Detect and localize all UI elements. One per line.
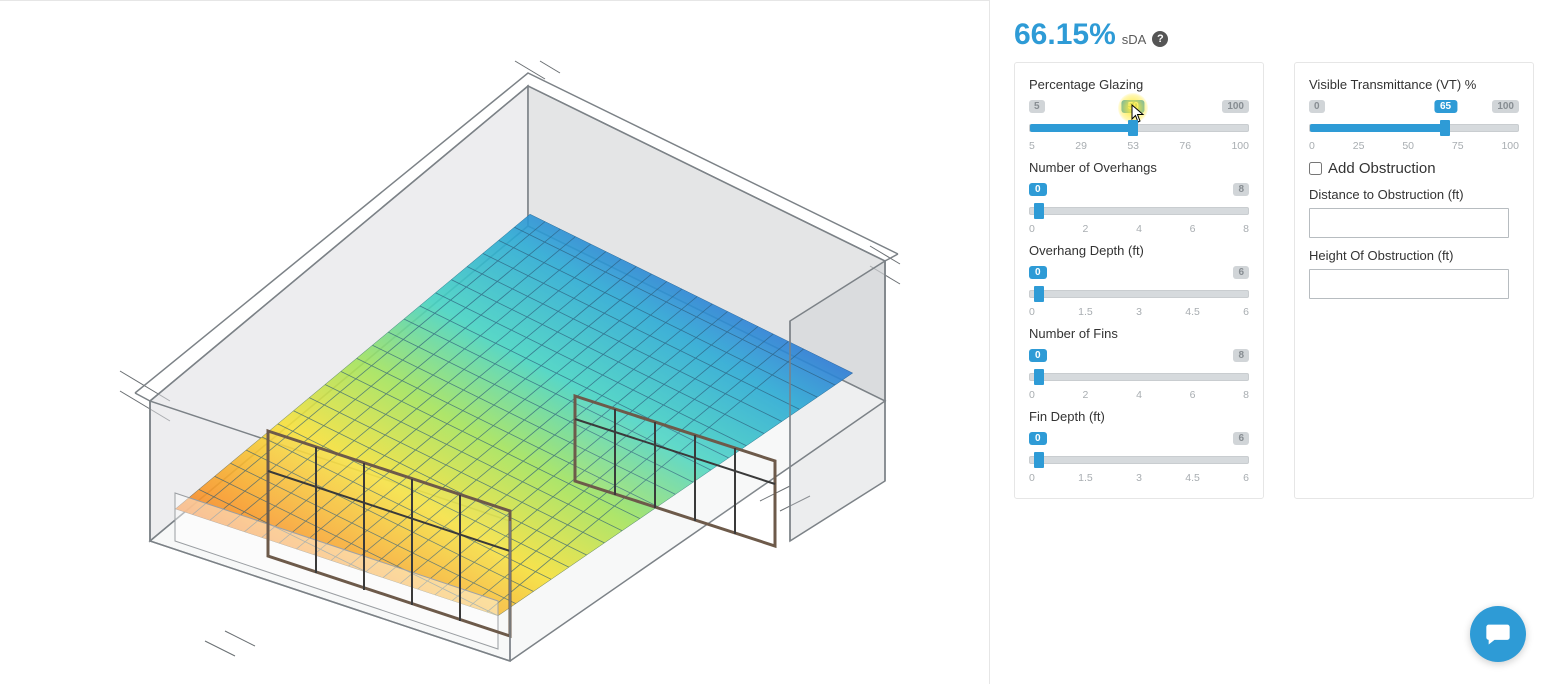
control-overhangs: Number of Overhangs 0 8 0 2 4 (1029, 160, 1249, 235)
fins-ticks: 0 2 4 6 8 (1029, 389, 1249, 401)
fins-value-bubble: 0 (1029, 349, 1047, 362)
glazing-label: Percentage Glazing (1029, 77, 1249, 92)
glazing-track[interactable] (1029, 124, 1249, 132)
fin-depth-slider[interactable]: 0 6 0 1.5 3 4.5 6 (1029, 432, 1249, 484)
model-viewport[interactable] (0, 0, 990, 684)
vt-slider[interactable]: 0 65 100 0 25 50 75 (1309, 100, 1519, 152)
fin-depth-track[interactable] (1029, 456, 1249, 464)
overhang-depth-slider[interactable]: 0 6 0 1.5 3 4.5 6 (1029, 266, 1249, 318)
fins-track[interactable] (1029, 373, 1249, 381)
overhangs-thumb[interactable] (1034, 203, 1044, 219)
overhang-depth-label: Overhang Depth (ft) (1029, 243, 1249, 258)
overhang-depth-ticks: 0 1.5 3 4.5 6 (1029, 306, 1249, 318)
glazing-min: 5 (1029, 100, 1045, 113)
height-input[interactable] (1309, 269, 1509, 299)
vt-value-bubble: 65 (1434, 100, 1457, 113)
distance-input[interactable] (1309, 208, 1509, 238)
add-obstruction-checkbox[interactable] (1309, 162, 1322, 175)
control-glazing: Percentage Glazing 5 50 100 (1029, 77, 1249, 152)
glazing-value-bubble: 50 (1122, 100, 1145, 113)
overhang-depth-value-bubble: 0 (1029, 266, 1047, 279)
glazing-slider[interactable]: 5 50 100 5 (1029, 100, 1249, 152)
chat-icon (1484, 620, 1512, 648)
overhangs-ticks: 0 2 4 6 8 (1029, 223, 1249, 235)
vt-thumb[interactable] (1440, 120, 1450, 136)
vt-label: Visible Transmittance (VT) % (1309, 77, 1519, 92)
fin-depth-value-bubble: 0 (1029, 432, 1047, 445)
control-fins: Number of Fins 0 8 0 2 4 (1029, 326, 1249, 401)
fin-depth-label: Fin Depth (ft) (1029, 409, 1249, 424)
vt-min: 0 (1309, 100, 1325, 113)
overhangs-track[interactable] (1029, 207, 1249, 215)
height-label: Height Of Obstruction (ft) (1309, 248, 1519, 263)
fins-slider[interactable]: 0 8 0 2 4 6 8 (1029, 349, 1249, 401)
glazing-max: 100 (1222, 100, 1249, 113)
add-obstruction-row: Add Obstruction (1309, 160, 1519, 177)
control-fin-depth: Fin Depth (ft) 0 6 0 1.5 3 (1029, 409, 1249, 484)
vt-track[interactable] (1309, 124, 1519, 132)
sda-value: 66.15% (1014, 18, 1116, 52)
control-vt: Visible Transmittance (VT) % 0 65 100 (1309, 77, 1519, 152)
chat-fab[interactable] (1470, 606, 1526, 662)
fin-depth-max: 6 (1233, 432, 1249, 445)
add-obstruction-label: Add Obstruction (1328, 160, 1436, 177)
fin-depth-ticks: 0 1.5 3 4.5 6 (1029, 472, 1249, 484)
fin-depth-thumb[interactable] (1034, 452, 1044, 468)
overhangs-value-bubble: 0 (1029, 183, 1047, 196)
overhang-depth-thumb[interactable] (1034, 286, 1044, 302)
overhang-depth-track[interactable] (1029, 290, 1249, 298)
glazing-thumb[interactable] (1128, 120, 1138, 136)
sda-label: sDA (1122, 32, 1147, 47)
fins-label: Number of Fins (1029, 326, 1249, 341)
glazing-ticks: 5 29 53 76 100 (1029, 140, 1249, 152)
controls-sidebar: 66.15% sDA ? Percentage Glazing 5 50 (990, 0, 1548, 684)
fins-max: 8 (1233, 349, 1249, 362)
overhangs-slider[interactable]: 0 8 0 2 4 6 8 (1029, 183, 1249, 235)
fins-thumb[interactable] (1034, 369, 1044, 385)
panel-vt-obstruction: Visible Transmittance (VT) % 0 65 100 (1294, 62, 1534, 499)
overhang-depth-max: 6 (1233, 266, 1249, 279)
vt-max: 100 (1492, 100, 1519, 113)
control-overhang-depth: Overhang Depth (ft) 0 6 0 1.5 3 (1029, 243, 1249, 318)
vt-ticks: 0 25 50 75 100 (1309, 140, 1519, 152)
panel-glazing-shading: Percentage Glazing 5 50 100 (1014, 62, 1264, 499)
distance-label: Distance to Obstruction (ft) (1309, 187, 1519, 202)
overhangs-max: 8 (1233, 183, 1249, 196)
result-readout: 66.15% sDA ? (1014, 18, 1536, 52)
overhangs-label: Number of Overhangs (1029, 160, 1249, 175)
help-icon[interactable]: ? (1152, 31, 1168, 47)
